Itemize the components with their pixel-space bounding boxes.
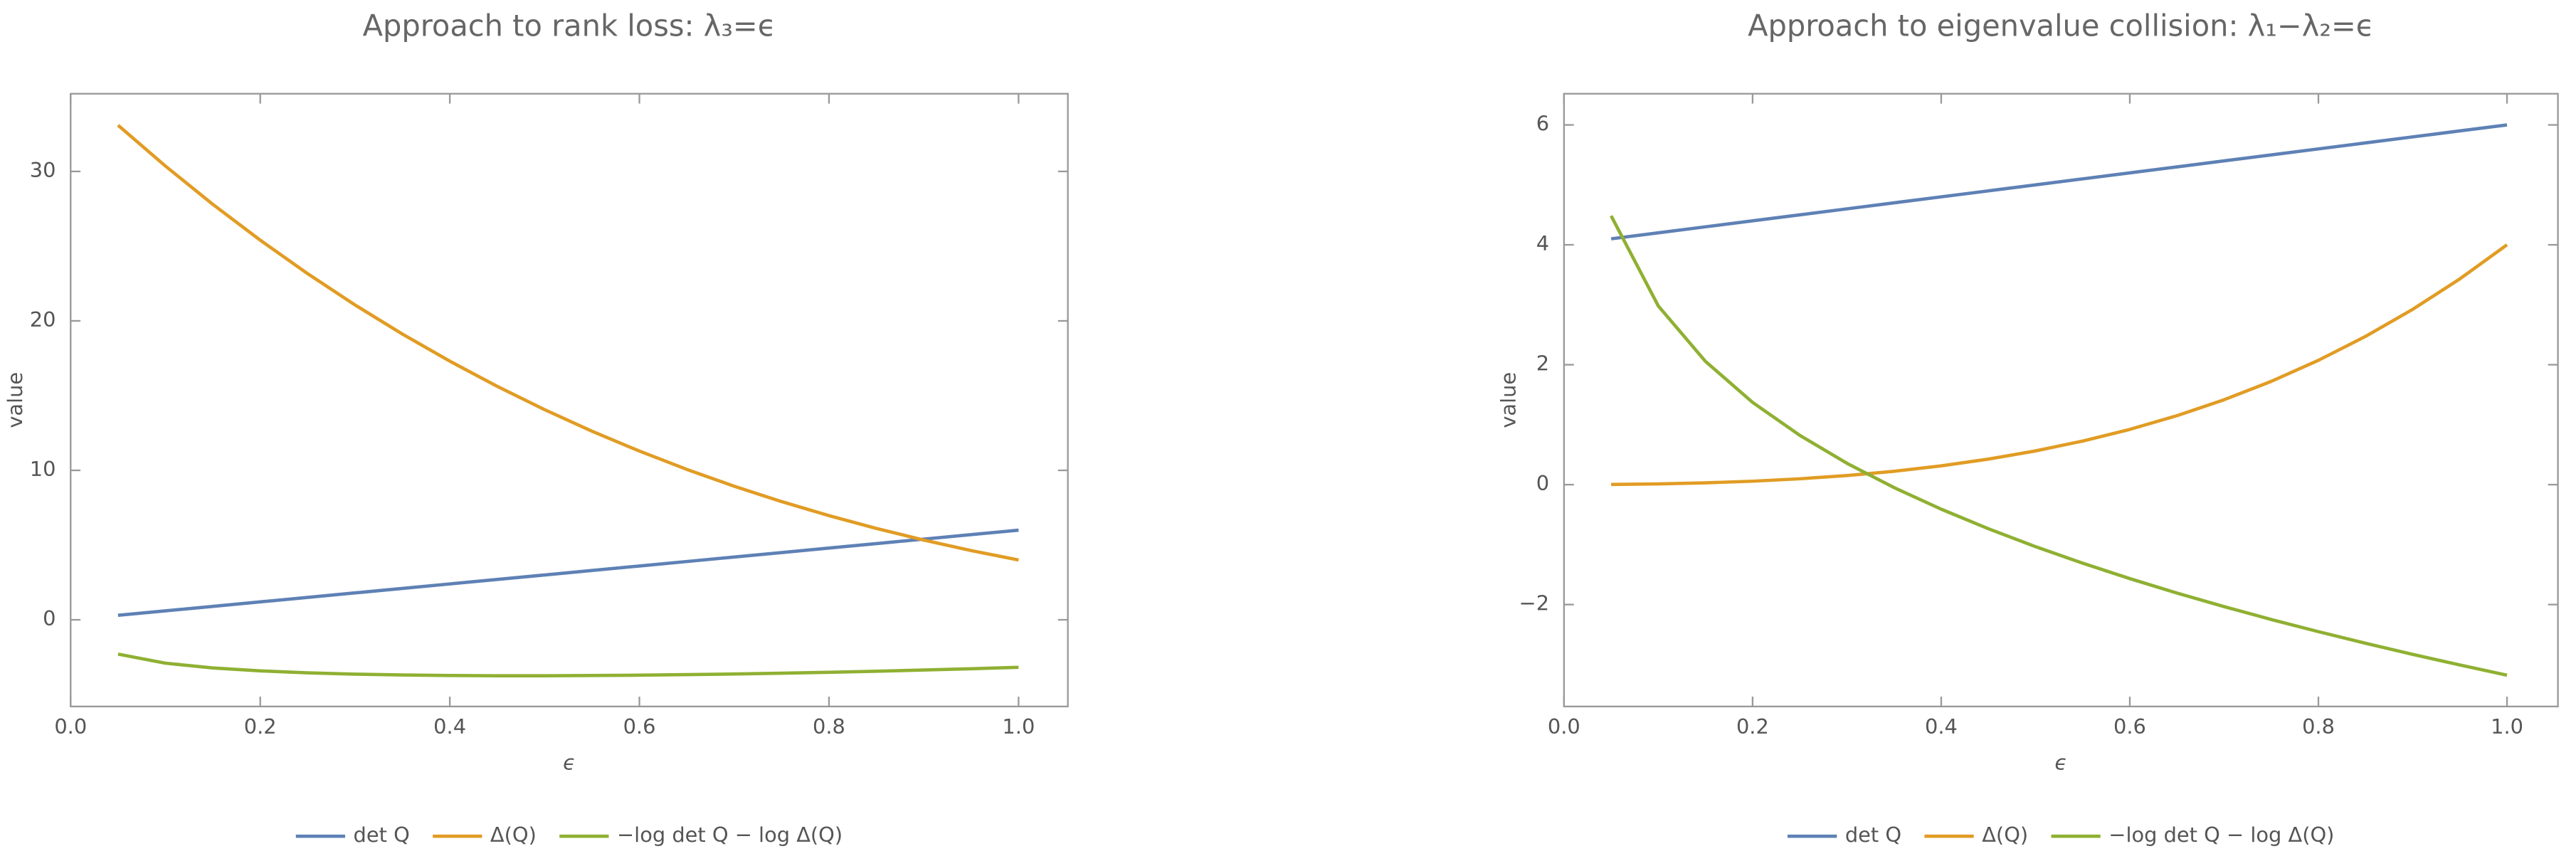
x-tick-label: 0.0 — [1548, 714, 1580, 739]
y-tick-label: 6 — [1536, 112, 1549, 136]
x-tick-label: 0.2 — [244, 714, 277, 739]
line-series — [117, 528, 1019, 618]
chart-title: Approach to rank loss: λ₃=ϵ — [363, 8, 776, 43]
chart: Approach to eigenvalue collision: λ₁−λ₂=… — [1496, 8, 2559, 847]
y-tick-label: 2 — [1536, 352, 1549, 376]
y-axis-label: value — [1496, 372, 1521, 428]
x-tick-label: 0.6 — [623, 714, 656, 739]
y-tick-label: −2 — [1519, 591, 1550, 616]
legend: det Q Δ(Q) −log det Q − log Δ(Q) — [295, 823, 843, 847]
legend-label: det Q — [1845, 823, 1901, 847]
x-tick-label: 0.6 — [2113, 714, 2146, 739]
legend: det Q Δ(Q) −log det Q − log Δ(Q) — [1788, 823, 2334, 847]
plot-frame — [1563, 93, 2559, 708]
y-tick-label: 0 — [1536, 471, 1549, 495]
y-tick-label: 0 — [43, 606, 56, 630]
x-tick-label: 0.4 — [1925, 714, 1958, 739]
x-tick-label: 0.0 — [54, 714, 87, 739]
legend-label: det Q — [354, 823, 410, 847]
x-axis-label: ϵ — [2054, 751, 2067, 775]
y-tick-label: 30 — [30, 158, 56, 182]
x-tick-label: 0.2 — [1736, 714, 1769, 739]
x-tick-label: 0.4 — [433, 714, 466, 739]
legend-label: −log det Q − log Δ(Q) — [2108, 823, 2334, 847]
x-tick-label: 1.0 — [1002, 714, 1035, 739]
legend-label: −log det Q − log Δ(Q) — [617, 823, 843, 847]
line-series — [117, 124, 1019, 562]
line-series — [117, 652, 1019, 677]
legend-label: Δ(Q) — [490, 823, 537, 847]
line-series — [1610, 215, 2508, 677]
x-tick-label: 1.0 — [2491, 714, 2523, 739]
line-series — [1610, 123, 2508, 241]
y-tick-label: 4 — [1536, 231, 1549, 255]
x-tick-label: 0.8 — [813, 714, 845, 739]
y-axis-label: value — [3, 372, 27, 428]
x-axis-label: ϵ — [563, 751, 576, 775]
plot-frame — [70, 93, 1069, 708]
y-tick-label: 20 — [30, 307, 56, 332]
legend-label: Δ(Q) — [1982, 823, 2028, 847]
chart: Approach to rank loss: λ₃=ϵ 0.0 0.2 0.4 0.6 0… — [3, 8, 1069, 847]
chart-title: Approach to eigenvalue collision: λ₁−λ₂=… — [1748, 8, 2374, 43]
line-series — [1611, 243, 2508, 487]
x-tick-label: 0.8 — [2302, 714, 2335, 739]
y-tick-label: 10 — [30, 457, 56, 481]
